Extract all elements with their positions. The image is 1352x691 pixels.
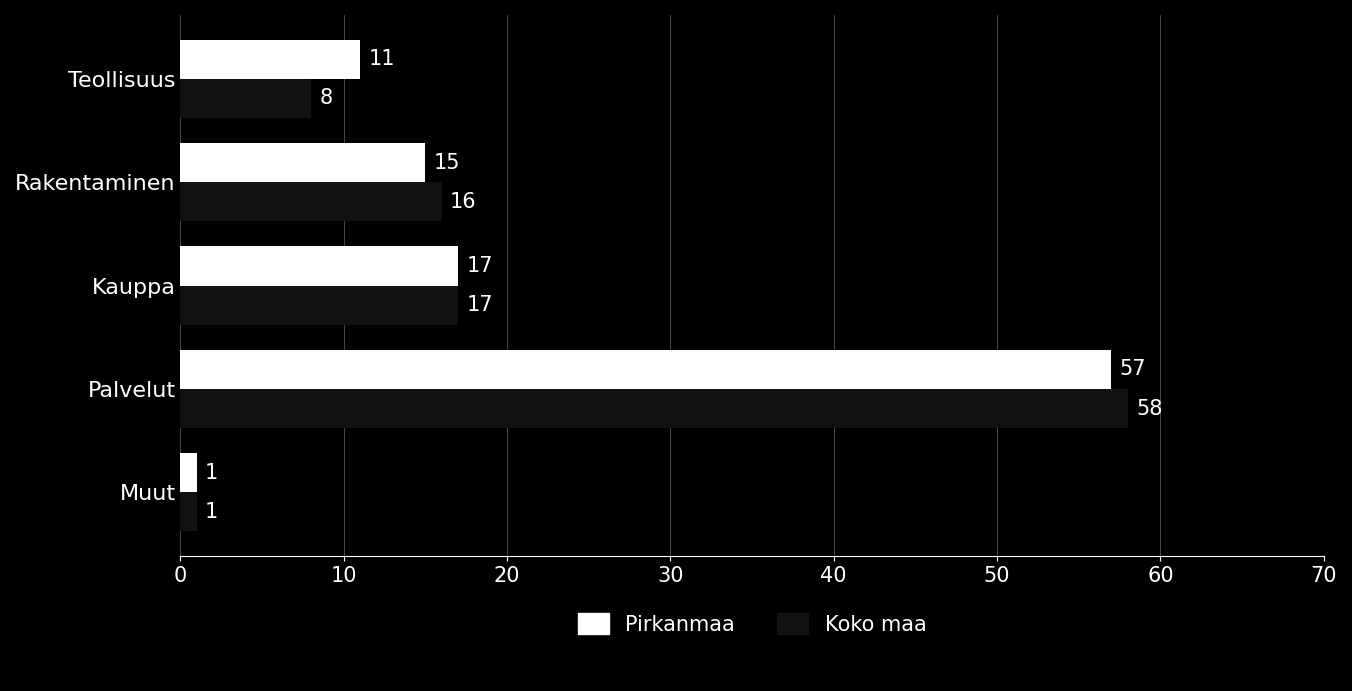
Bar: [180, 39, 360, 79]
Text: 8: 8: [319, 88, 333, 108]
Bar: [180, 182, 442, 222]
Text: 58: 58: [1136, 399, 1163, 419]
Bar: [180, 350, 1111, 389]
Text: 1: 1: [206, 502, 218, 522]
Text: 16: 16: [450, 192, 476, 212]
Legend: Pirkanmaa, Koko maa: Pirkanmaa, Koko maa: [569, 605, 934, 643]
Text: 17: 17: [466, 295, 492, 315]
Bar: [180, 389, 1128, 428]
Text: 11: 11: [368, 49, 395, 69]
Bar: [180, 285, 458, 325]
Text: 1: 1: [206, 462, 218, 482]
Bar: [180, 492, 196, 531]
Text: 15: 15: [434, 153, 460, 173]
Text: 17: 17: [466, 256, 492, 276]
Text: 57: 57: [1119, 359, 1146, 379]
Bar: [180, 246, 458, 285]
Bar: [180, 453, 196, 492]
Bar: [180, 143, 426, 182]
Bar: [180, 79, 311, 118]
